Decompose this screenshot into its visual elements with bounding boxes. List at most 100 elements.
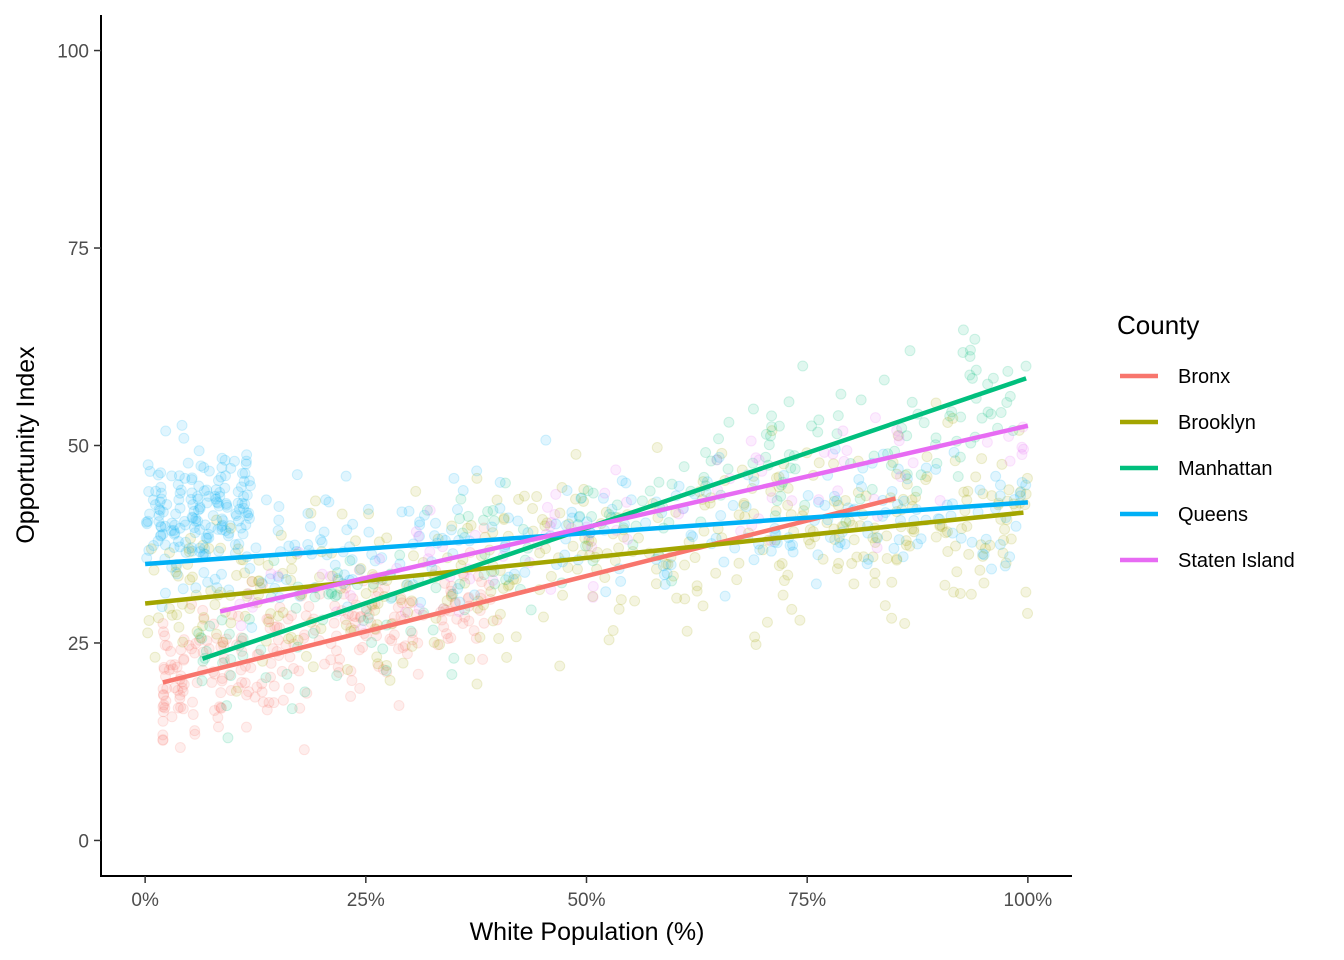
scatter-point: [406, 627, 418, 639]
scatter-point: [220, 525, 232, 537]
scatter-point: [723, 416, 735, 428]
scatter-point: [554, 507, 566, 519]
scatter-point: [362, 612, 374, 624]
scatter-point: [289, 539, 301, 551]
scatter-point: [315, 623, 327, 635]
scatter-point: [891, 554, 903, 566]
scatter-point: [661, 568, 673, 580]
scatter-point: [891, 425, 903, 437]
scatter-point: [216, 519, 228, 531]
scatter-point: [544, 520, 556, 532]
scatter-point: [168, 542, 180, 554]
scatter-point: [879, 600, 891, 612]
scatter-point: [576, 492, 588, 504]
scatter-point: [1016, 449, 1028, 461]
scatter-point: [265, 671, 277, 683]
scatter-point: [829, 490, 841, 502]
scatter-point: [167, 663, 179, 675]
scatter-point: [212, 721, 224, 733]
scatter-point: [600, 506, 612, 518]
scatter-point: [901, 430, 913, 442]
scatter-point: [163, 664, 175, 676]
scatter-point: [773, 560, 785, 572]
scatter-point: [976, 453, 988, 465]
scatter-point: [766, 425, 778, 437]
scatter-point: [223, 628, 235, 640]
scatter-point: [195, 460, 207, 472]
scatter-point: [698, 525, 710, 537]
scatter-point: [478, 617, 490, 629]
scatter-point: [175, 644, 187, 656]
scatter-point: [241, 489, 253, 501]
scatter-point: [180, 546, 192, 558]
scatter-point: [329, 559, 341, 571]
scatter-point: [911, 538, 923, 550]
scatter-point: [597, 492, 609, 504]
scatter-point: [763, 439, 775, 451]
scatter-point: [301, 687, 313, 699]
scatter-point: [901, 473, 913, 485]
scatter-point: [994, 490, 1006, 502]
scatter-point: [613, 542, 625, 554]
scatter-point: [186, 487, 198, 499]
scatter-point: [550, 488, 562, 500]
scatter-point: [705, 455, 717, 467]
scatter-point: [478, 514, 490, 526]
scatter-point: [157, 528, 169, 540]
scatter-point: [211, 628, 223, 640]
scatter-point: [360, 587, 372, 599]
scatter-point: [986, 563, 998, 575]
scatter-point: [607, 624, 619, 636]
scatter-point: [471, 472, 483, 484]
scatter-point: [954, 451, 966, 463]
scatter-point: [839, 494, 851, 506]
scatter-point: [392, 643, 404, 655]
scatter-point: [1004, 551, 1016, 563]
scatter-point: [904, 345, 916, 357]
scatter-point: [235, 632, 247, 644]
scatter-point: [338, 569, 350, 581]
scatter-point: [166, 711, 178, 723]
scatter-point: [442, 633, 454, 645]
scatter-point: [957, 346, 969, 358]
scatter-point: [238, 475, 250, 487]
scatter-point: [198, 613, 210, 625]
scatter-point: [424, 504, 436, 516]
scatter-point: [209, 704, 221, 716]
scatter-point: [232, 543, 244, 555]
scatter-point: [574, 510, 586, 522]
scatter-point: [171, 609, 183, 621]
scatter-point: [498, 512, 510, 524]
scatter-point: [445, 632, 457, 644]
scatter-point: [178, 432, 190, 444]
scatter-point: [326, 570, 338, 582]
scatter-point: [157, 706, 169, 718]
scatter-point: [561, 485, 573, 497]
scatter-point: [502, 580, 514, 592]
scatter-point: [300, 650, 312, 662]
scatter-point: [256, 577, 268, 589]
scatter-point: [888, 542, 900, 554]
scatter-point: [1000, 557, 1012, 569]
scatter-point: [881, 553, 893, 565]
scatter-point: [319, 658, 331, 670]
scatter-point: [921, 471, 933, 483]
scatter-point: [406, 640, 418, 652]
x-tick-label: 50%: [567, 890, 605, 911]
scatter-point: [974, 564, 986, 576]
scatter-point: [173, 621, 185, 633]
scatter-point: [785, 462, 797, 474]
scatter-point: [148, 564, 160, 576]
scatter-point: [897, 551, 909, 563]
scatter-point: [257, 578, 269, 590]
scatter-point: [498, 513, 510, 525]
scatter-point: [471, 678, 483, 690]
scatter-point: [381, 659, 393, 671]
scatter-point: [760, 428, 772, 440]
scatter-point: [445, 590, 457, 602]
scatter-point: [556, 481, 568, 493]
scatter-point: [202, 576, 214, 588]
scatter-point: [152, 469, 164, 481]
scatter-point: [157, 701, 169, 713]
scatter-point: [183, 639, 195, 651]
